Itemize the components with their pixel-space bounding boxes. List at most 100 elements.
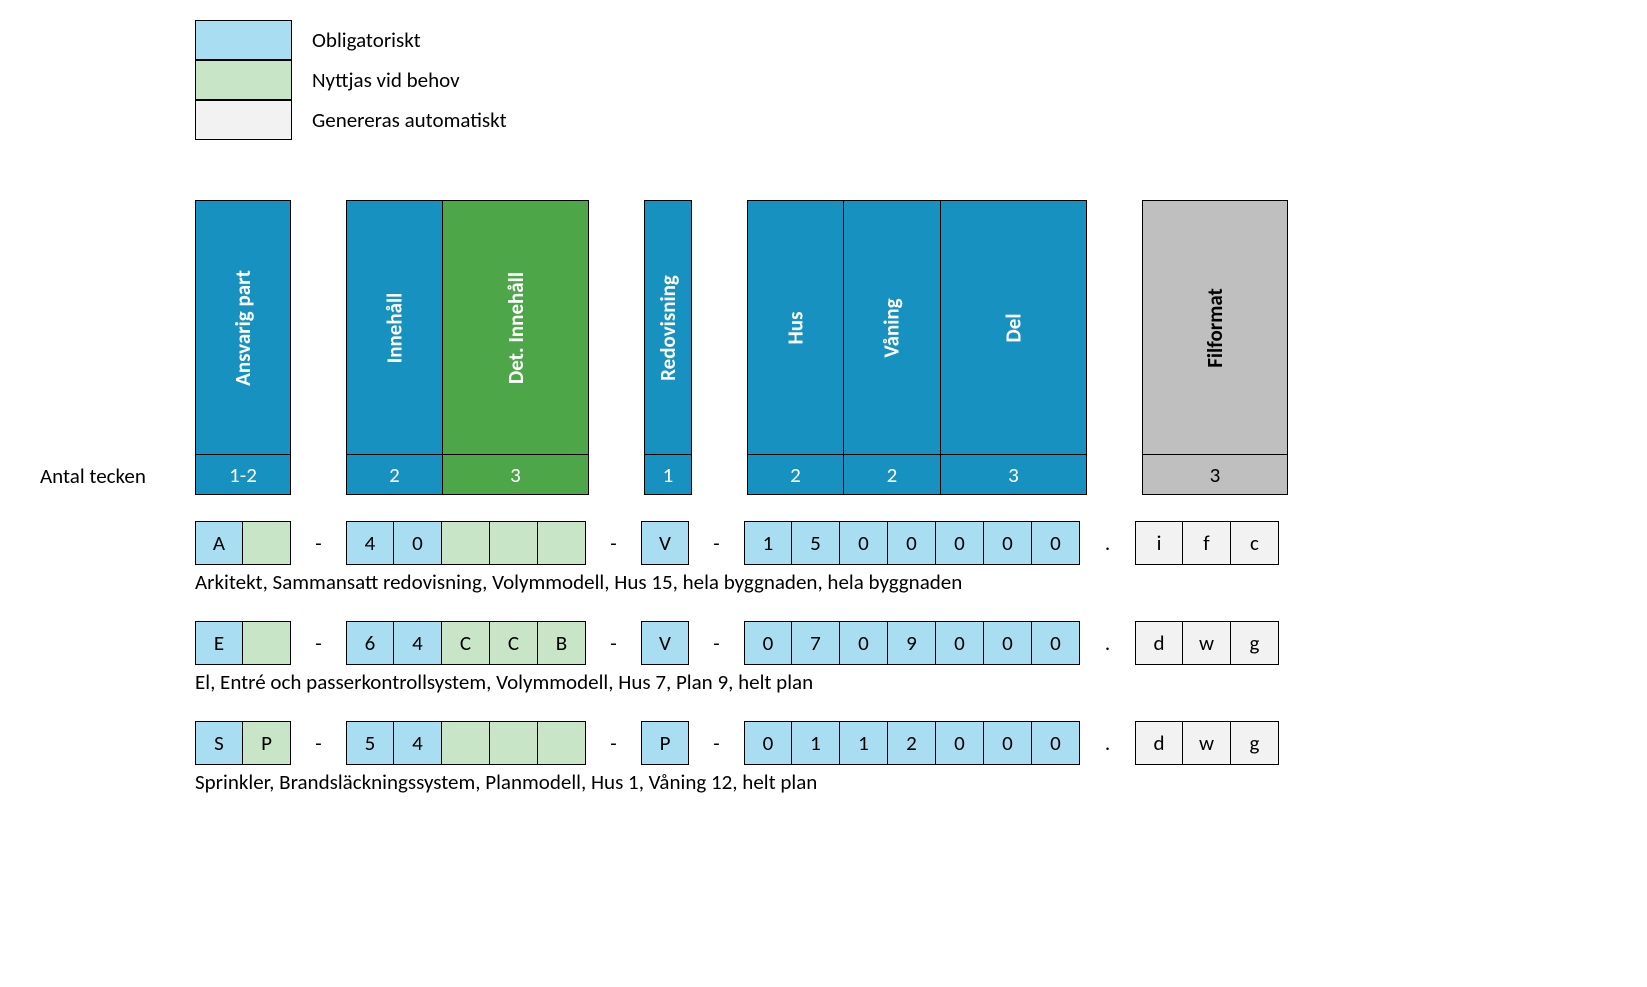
char-cell: i [1135,521,1183,565]
dot-separator: . [1091,530,1124,556]
dash-separator: - [302,530,335,556]
example-block: A-40-V-1500000.ifcArkitekt, Sammansatt r… [20,521,1640,595]
dash-separator: - [597,730,630,756]
example-description: Sprinkler, Brandsläckningssystem, Planmo… [195,769,1640,795]
diagram-root: Obligatoriskt Nyttjas vid behov Generera… [20,20,1640,795]
example-block: E-64CCB-V-0709000.dwgEl, Entré och passe… [20,621,1640,695]
cell-group: ifc [1135,521,1279,565]
col-count: 3 [941,454,1086,494]
col-hus: Hus 2 [747,200,844,495]
char-cell [538,521,586,565]
char-cell: c [1231,521,1279,565]
col-label: Våning [879,298,905,357]
legend-label: Genereras automatiskt [312,107,507,133]
col-del: Del 3 [941,200,1087,495]
col-group-location: Hus 2 Våning 2 Del 3 [747,200,1087,495]
col-det-innehall: Det. Innehåll 3 [443,200,589,495]
char-cell: 0 [936,621,984,665]
char-cell: d [1135,721,1183,765]
cell-group: E [195,621,291,665]
examples-container: A-40-V-1500000.ifcArkitekt, Sammansatt r… [20,521,1640,795]
cell-group: dwg [1135,621,1279,665]
char-cell: S [195,721,243,765]
col-ansvarig-part: Ansvarig part 1-2 [195,200,291,495]
cell-group: SP [195,721,291,765]
col-count: 3 [1143,454,1287,494]
legend-item-obligatory: Obligatoriskt [195,20,1640,60]
col-label: Del [1001,313,1027,342]
char-cell: f [1183,521,1231,565]
legend: Obligatoriskt Nyttjas vid behov Generera… [195,20,1640,140]
dash-separator: - [597,630,630,656]
char-cell: 0 [394,521,442,565]
char-cell: 0 [840,621,888,665]
char-cell [442,521,490,565]
legend-swatch-auto [195,100,292,140]
example-block: SP-54-P-0112000.dwgSprinkler, Brandsläck… [20,721,1640,795]
char-cell: P [243,721,291,765]
char-cell [243,621,291,665]
cell-group: V [641,521,689,565]
cell-group: 1500000 [744,521,1080,565]
char-cell: 0 [744,621,792,665]
char-cell: 0 [1032,721,1080,765]
char-cell: g [1231,721,1279,765]
example-row: E-64CCB-V-0709000.dwg [20,621,1640,665]
char-cell [442,721,490,765]
char-cell: 4 [394,621,442,665]
char-cell: 0 [936,721,984,765]
char-cell [243,521,291,565]
col-count: 1-2 [196,454,290,494]
col-count: 2 [844,454,940,494]
cell-group: 0709000 [744,621,1080,665]
col-label: Det. Innehåll [503,272,529,384]
cell-group: V [641,621,689,665]
col-count: 1 [645,454,691,494]
col-count: 2 [347,454,442,494]
col-count: 2 [748,454,843,494]
col-label: Filformat [1202,288,1228,368]
char-cell: 5 [346,721,394,765]
col-label: Ansvarig part [230,270,256,386]
char-cell: 4 [346,521,394,565]
char-cell: 0 [888,521,936,565]
char-cell: 6 [346,621,394,665]
col-label: Innehåll [381,292,407,363]
char-cell [490,521,538,565]
dot-separator: . [1091,630,1124,656]
legend-label: Obligatoriskt [312,27,421,53]
col-innehall: Innehåll 2 [346,200,443,495]
char-cell: 0 [840,521,888,565]
char-cell: C [490,621,538,665]
char-cell: d [1135,621,1183,665]
col-label: Hus [783,311,809,344]
col-count: 3 [443,454,588,494]
char-cell: 1 [792,721,840,765]
dash-separator: - [700,630,733,656]
char-cell: 1 [840,721,888,765]
char-cell: 0 [1032,621,1080,665]
cell-group: A [195,521,291,565]
col-group-innehall: Innehåll 2 Det. Innehåll 3 [346,200,589,495]
example-description: Arkitekt, Sammansatt redovisning, Volymm… [195,569,1640,595]
dash-separator: - [302,630,335,656]
char-cell: B [538,621,586,665]
char-cell: w [1183,621,1231,665]
cell-group: 40 [346,521,586,565]
char-cell: V [641,521,689,565]
char-cell: 7 [792,621,840,665]
char-cell: 0 [936,521,984,565]
cell-group: dwg [1135,721,1279,765]
legend-swatch-obligatory [195,20,292,60]
char-cell: 0 [744,721,792,765]
legend-label: Nyttjas vid behov [312,67,460,93]
col-redovisning: Redovisning 1 [644,200,692,495]
char-cell: A [195,521,243,565]
dash-separator: - [700,730,733,756]
char-cell: P [641,721,689,765]
col-filformat: Filformat 3 [1142,200,1288,495]
char-cell: g [1231,621,1279,665]
char-cell: V [641,621,689,665]
char-cell: 5 [792,521,840,565]
char-cell: w [1183,721,1231,765]
